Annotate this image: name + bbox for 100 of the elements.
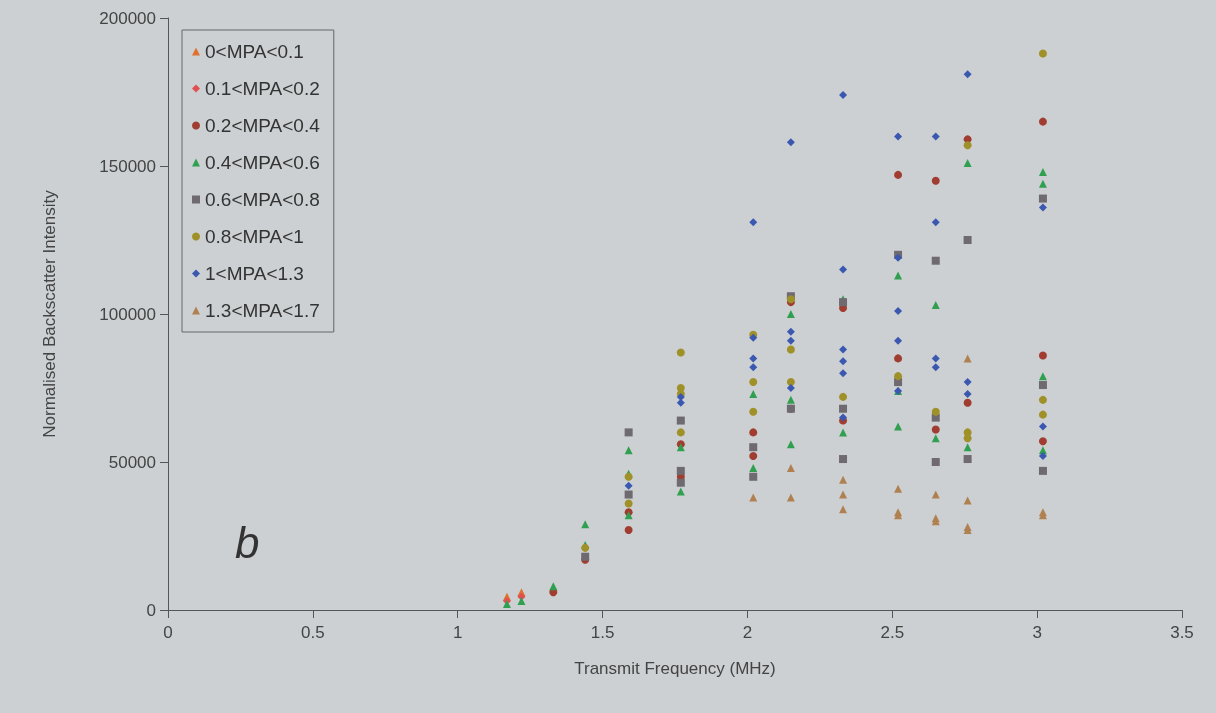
point xyxy=(963,398,972,407)
point xyxy=(839,392,848,401)
point xyxy=(1038,395,1047,404)
legend-label: 0.6<MPA<0.8 xyxy=(205,189,320,210)
point xyxy=(749,407,758,416)
point xyxy=(624,446,633,455)
point xyxy=(963,455,972,464)
point xyxy=(786,378,795,387)
point xyxy=(894,132,903,141)
y-tick-label: 200000 xyxy=(99,8,156,28)
point xyxy=(1038,49,1047,58)
point xyxy=(963,70,972,79)
point xyxy=(749,443,758,452)
x-tick-label: 2.5 xyxy=(880,623,905,642)
point xyxy=(894,372,903,381)
point xyxy=(624,490,633,499)
point xyxy=(786,493,795,502)
point xyxy=(931,218,940,227)
x-tick-label: 0 xyxy=(163,623,173,642)
point xyxy=(931,354,940,363)
y-tick-label: 0 xyxy=(146,600,156,620)
annotation: b xyxy=(235,517,260,567)
point xyxy=(839,357,848,366)
point xyxy=(1038,410,1047,419)
legend-label: 0.1<MPA<0.2 xyxy=(205,78,320,99)
point xyxy=(1038,351,1047,360)
legend-label: 0<MPA<0.1 xyxy=(205,41,304,62)
point xyxy=(786,327,795,336)
point xyxy=(963,389,972,398)
point xyxy=(624,499,633,508)
x-tick-label: 3 xyxy=(1032,623,1042,642)
point xyxy=(1038,179,1047,188)
legend-label: 0.4<MPA<0.6 xyxy=(205,152,320,173)
y-tick-label: 150000 xyxy=(99,156,156,176)
point xyxy=(624,481,633,490)
point xyxy=(963,141,972,150)
point xyxy=(963,378,972,387)
point xyxy=(1038,437,1047,446)
point xyxy=(1038,452,1047,461)
point xyxy=(894,271,903,280)
point xyxy=(786,138,795,147)
point xyxy=(1038,203,1047,212)
point xyxy=(624,428,633,437)
point xyxy=(749,493,758,502)
point xyxy=(1038,167,1047,176)
point xyxy=(931,176,940,185)
point xyxy=(676,428,685,437)
x-tick-label: 2 xyxy=(742,623,753,642)
point xyxy=(676,478,685,487)
point xyxy=(839,428,848,437)
point xyxy=(749,354,758,363)
point xyxy=(676,487,685,496)
point xyxy=(786,384,795,392)
x-tick-label: 1 xyxy=(452,623,463,642)
point xyxy=(839,404,848,413)
point xyxy=(894,307,903,316)
point xyxy=(749,218,758,227)
legend-label: 1.3<MPA<1.7 xyxy=(205,300,320,321)
point xyxy=(749,452,758,461)
legend-label: 0.2<MPA<0.4 xyxy=(205,115,321,136)
point xyxy=(931,256,940,265)
point xyxy=(839,369,848,378)
legend-label: 0.8<MPA<1 xyxy=(205,226,304,247)
point xyxy=(931,490,940,499)
point xyxy=(1038,466,1047,475)
point xyxy=(839,490,848,499)
point xyxy=(839,345,848,354)
point xyxy=(839,455,848,464)
point xyxy=(676,416,685,425)
y-axis-title: Normalised Backscatter Intensity xyxy=(40,189,59,438)
point xyxy=(839,475,848,484)
point xyxy=(963,159,972,168)
point xyxy=(1038,381,1047,390)
point xyxy=(1038,117,1047,126)
point xyxy=(839,265,848,274)
point xyxy=(894,484,903,493)
y-tick-label: 100000 xyxy=(99,304,156,324)
point xyxy=(894,336,903,345)
point xyxy=(749,472,758,481)
point xyxy=(786,310,795,318)
point xyxy=(839,90,848,99)
legend-label: 1<MPA<1.3 xyxy=(205,263,304,284)
x-tick-label: 0.5 xyxy=(301,623,325,642)
point xyxy=(963,443,972,452)
point xyxy=(931,363,940,372)
point xyxy=(894,354,903,363)
point xyxy=(676,466,685,475)
point xyxy=(931,425,940,434)
point xyxy=(786,463,795,472)
point xyxy=(517,597,526,606)
point xyxy=(676,348,685,357)
point xyxy=(931,407,940,416)
point xyxy=(894,170,903,179)
point xyxy=(786,440,795,449)
point xyxy=(1038,194,1047,203)
point xyxy=(1038,372,1047,381)
point xyxy=(839,505,848,514)
point xyxy=(931,132,940,141)
y-tick-label: 50000 xyxy=(108,452,156,472)
point xyxy=(749,378,758,387)
